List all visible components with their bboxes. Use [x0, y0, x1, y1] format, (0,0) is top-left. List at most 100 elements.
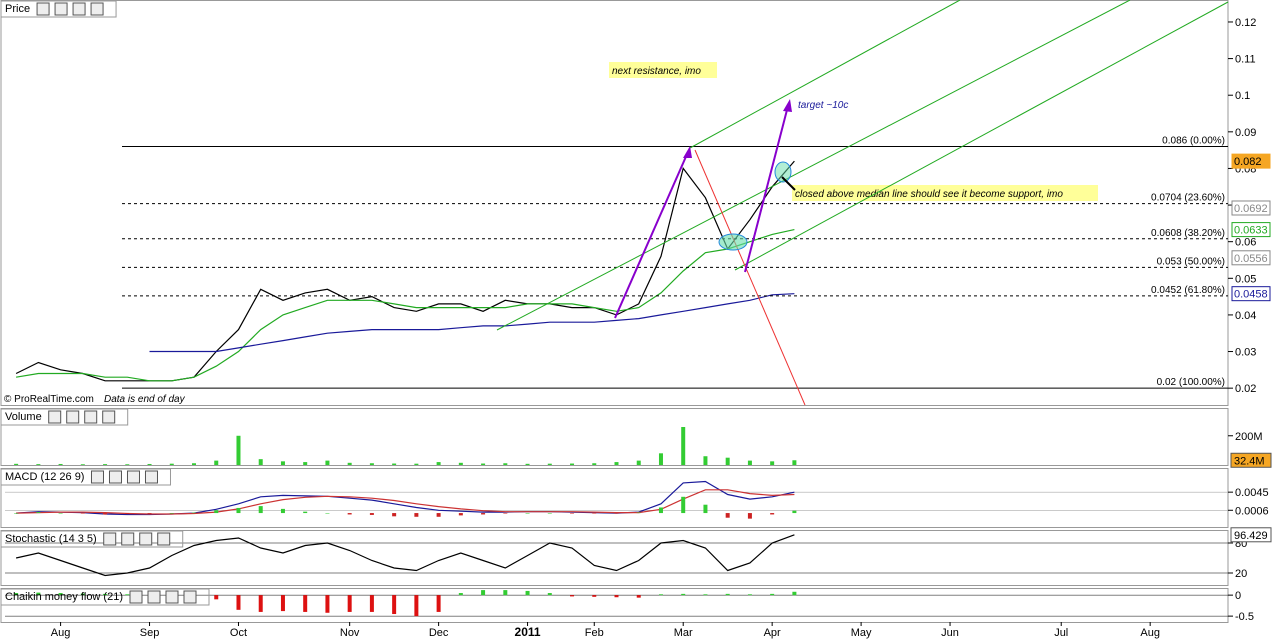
price-marker-label: 0.0458 [1234, 289, 1268, 301]
x-tick-label: Aug [1140, 627, 1160, 639]
panel-icon[interactable] [72, 2, 86, 16]
panel-icon[interactable] [90, 470, 104, 484]
bar [436, 462, 441, 465]
panel-icon[interactable] [54, 2, 68, 16]
bar [258, 459, 263, 465]
x-tick-label: Sep [140, 627, 160, 639]
y-tick-label: 0.1 [1235, 90, 1250, 102]
bar [236, 507, 241, 514]
bar [658, 453, 663, 465]
panel-icon[interactable] [126, 470, 140, 484]
bar [703, 504, 708, 514]
panel-icon[interactable] [66, 410, 80, 424]
bar [125, 464, 130, 465]
bar [458, 593, 463, 596]
panel-icon[interactable] [183, 590, 197, 604]
bar [103, 464, 108, 465]
x-tick-label: Oct [230, 627, 247, 639]
bar [681, 593, 686, 596]
x-tick-label: Feb [585, 627, 604, 639]
bar [636, 512, 641, 514]
panel-icon[interactable] [102, 410, 116, 424]
fib-label: 0.0452 (61.80%) [1151, 285, 1225, 296]
current-box [1230, 527, 1272, 543]
panel-icon[interactable] [103, 532, 117, 546]
bar [725, 593, 730, 596]
x-tick-label: Mar [674, 627, 693, 639]
price-marker-label: 0.0556 [1234, 253, 1268, 265]
bar [214, 595, 219, 600]
price-marker-label: 0.0633 [1234, 225, 1268, 237]
panel-title: Volume [5, 411, 42, 423]
bar [214, 460, 219, 465]
bar [481, 590, 486, 596]
y-tick-label: -0.5 [1235, 611, 1254, 623]
panel-icon[interactable] [165, 590, 179, 604]
price-marker-label: 0.0692 [1234, 203, 1268, 215]
bar [369, 513, 374, 515]
bar [525, 590, 530, 596]
bar [236, 435, 241, 465]
panel-icon[interactable] [36, 2, 50, 16]
bar [614, 462, 619, 465]
bar [525, 463, 530, 465]
panel-icon[interactable] [139, 532, 153, 546]
bar [14, 513, 19, 514]
x-tick-label: May [851, 627, 872, 639]
panel-icon[interactable] [108, 470, 122, 484]
bar [36, 464, 41, 465]
bar [658, 507, 663, 514]
bar [369, 595, 374, 612]
price-marker [1231, 250, 1271, 266]
title-box [0, 468, 171, 486]
bar [681, 496, 686, 514]
bar [392, 463, 397, 465]
title-box [0, 588, 210, 606]
source: © ProRealTime.com [4, 394, 94, 405]
price-marker [1231, 286, 1271, 302]
fib-label: 0.0704 (23.60%) [1151, 193, 1225, 204]
series-line [16, 480, 795, 516]
bar [125, 594, 130, 596]
title-box [0, 0, 117, 18]
bar [125, 513, 130, 514]
panel-frame [0, 468, 1229, 528]
bar [547, 513, 552, 514]
panel-icon[interactable] [147, 590, 161, 604]
x-tick-label: Dec [429, 627, 449, 639]
y-tick-label: 200M [1235, 431, 1263, 443]
fib-label: 0.0608 (38.20%) [1151, 228, 1225, 239]
current-label: 32.4M [1234, 455, 1265, 467]
bar [325, 460, 330, 465]
series-line [149, 293, 795, 353]
bar [80, 513, 85, 514]
panel-icon[interactable] [121, 532, 135, 546]
y-tick-label: 0 [1235, 590, 1241, 602]
price-marker [1231, 153, 1271, 169]
bar [525, 513, 530, 514]
x-tick-label: Jul [1054, 627, 1068, 639]
panel-icon[interactable] [84, 410, 98, 424]
panel-icon[interactable] [144, 470, 158, 484]
panel-icon[interactable] [129, 590, 143, 604]
bar [503, 463, 508, 465]
annotation: closed above median line should see it b… [795, 189, 1063, 200]
annotation: target ~10c [798, 100, 848, 111]
panel-icon[interactable] [157, 532, 171, 546]
bar [58, 593, 63, 596]
bar [503, 590, 508, 596]
price-marker [1231, 222, 1271, 238]
bar [303, 595, 308, 612]
panel-frame [0, 530, 1229, 586]
bar [414, 463, 419, 465]
y-tick-label: 20 [1235, 568, 1247, 580]
bar [770, 513, 775, 515]
y-tick-label: 0.11 [1235, 54, 1256, 66]
panel-icon[interactable] [90, 2, 104, 16]
bar [103, 513, 108, 515]
fib-label: 0.02 (100.00%) [1157, 377, 1225, 388]
x-tick-label: Apr [764, 627, 781, 639]
fib-label: 0.086 (0.00%) [1162, 135, 1225, 146]
bar [236, 595, 241, 610]
panel-icon[interactable] [48, 410, 62, 424]
